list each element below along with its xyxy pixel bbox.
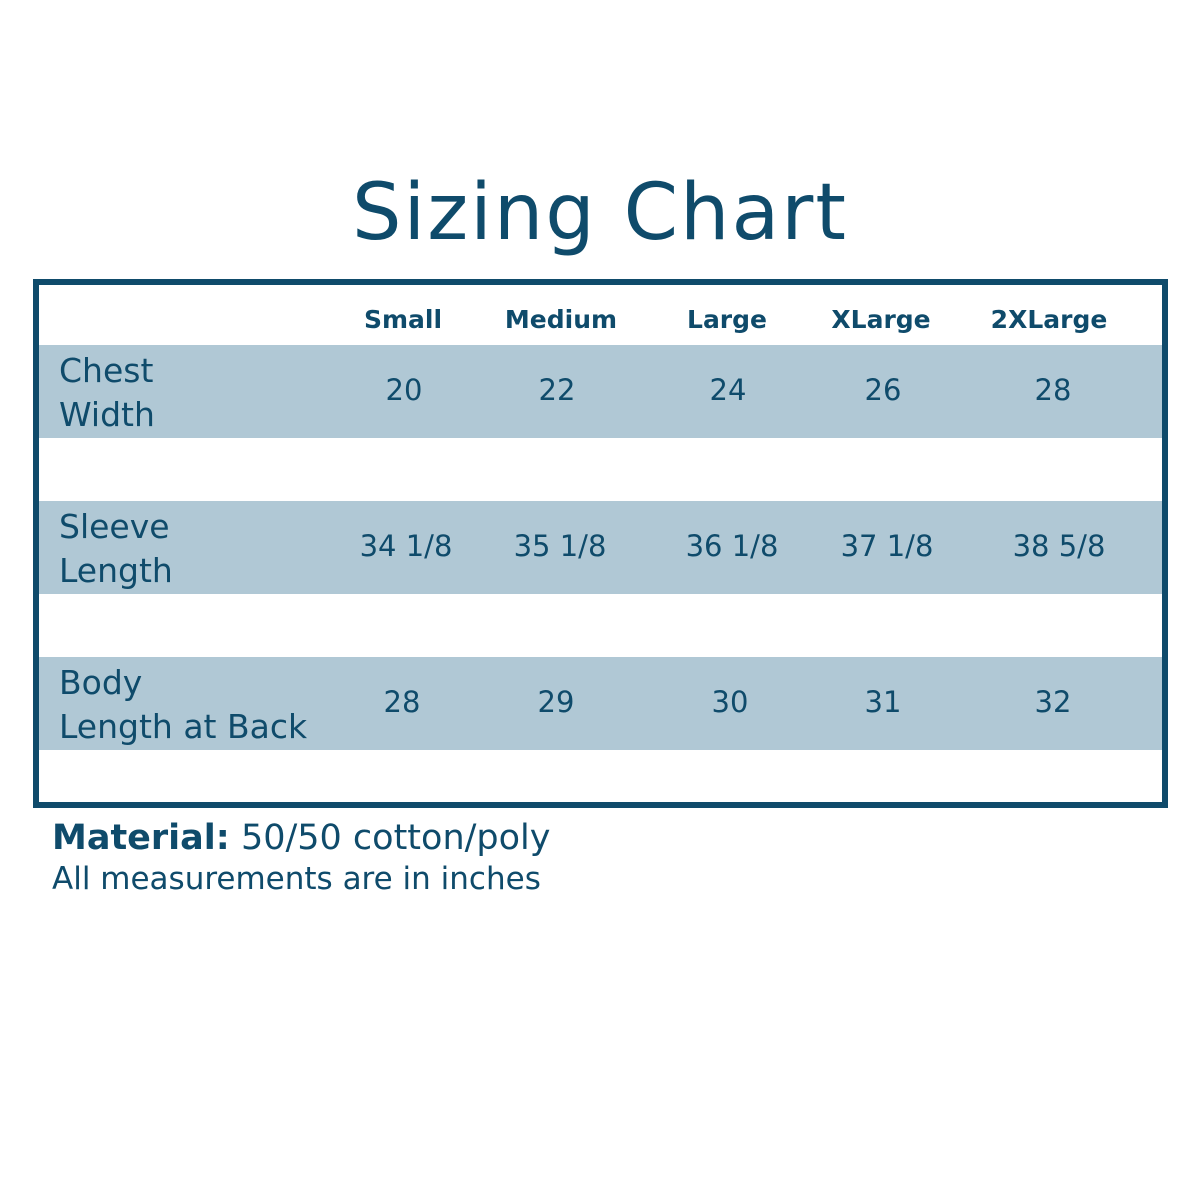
column-header: Medium [504,305,618,334]
table-cell: 22 [538,373,576,407]
table-cell: 38 5/8 [1012,529,1106,563]
table-cell: 29 [537,685,575,719]
table-cell: 34 1/8 [359,529,453,563]
table-cell: 24 [709,373,747,407]
table-cell: 26 [864,373,902,407]
material-line: Material: 50/50 cotton/poly [52,818,551,858]
material-value: 50/50 cotton/poly [240,818,551,858]
table-row: Chest Width 20 22 24 26 28 [39,345,1162,438]
table-cell: 31 [864,685,902,719]
table-cell: 35 1/8 [513,529,607,563]
table-cell: 20 [385,373,423,407]
material-label: Material: [52,818,230,858]
table-cell: 32 [1034,685,1072,719]
row-label-line: Width [59,395,155,434]
table-cell: 30 [711,685,749,719]
row-label-line: Sleeve [59,507,170,546]
measurement-note: All measurements are in inches [52,861,541,897]
row-label: Sleeve Length [59,505,173,593]
table-cell: 28 [383,685,421,719]
column-header: Small [363,305,443,334]
table-cell: 28 [1034,373,1072,407]
row-label-line: Chest [59,351,154,390]
table-cell: 37 1/8 [840,529,934,563]
sizing-table: Small Medium Large XLarge 2XLarge Chest Width 2… [33,279,1168,808]
table-row: Body Length at Back 28 29 30 31 32 [39,657,1162,750]
column-header: Large [687,305,767,334]
table-row: Sleeve Length 34 1/8 35 1/8 36 1/8 37 1/8 38 5… [39,501,1162,594]
row-label-line: Body [59,663,143,702]
row-label: Chest Width [59,349,155,437]
column-header: XLarge [831,305,931,334]
row-label-line: Length [59,551,173,590]
column-header: 2XLarge [990,305,1108,334]
row-label-line: Length at Back [59,707,308,746]
table-cell: 36 1/8 [685,529,779,563]
page-title: Sizing Chart [352,168,848,258]
row-label: Body Length at Back [59,661,307,749]
